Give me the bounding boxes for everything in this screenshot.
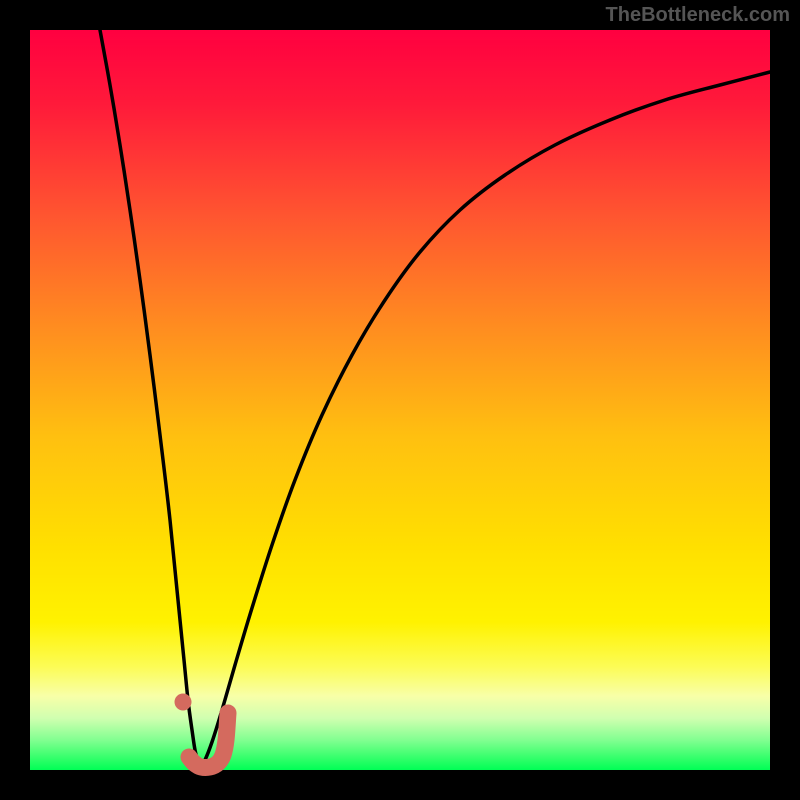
gradient-background [30,30,770,770]
watermark-text: TheBottleneck.com [606,4,790,27]
chart-container: TheBottleneck.com [0,0,800,800]
chart-canvas [0,0,800,800]
marker-dot [175,694,192,711]
